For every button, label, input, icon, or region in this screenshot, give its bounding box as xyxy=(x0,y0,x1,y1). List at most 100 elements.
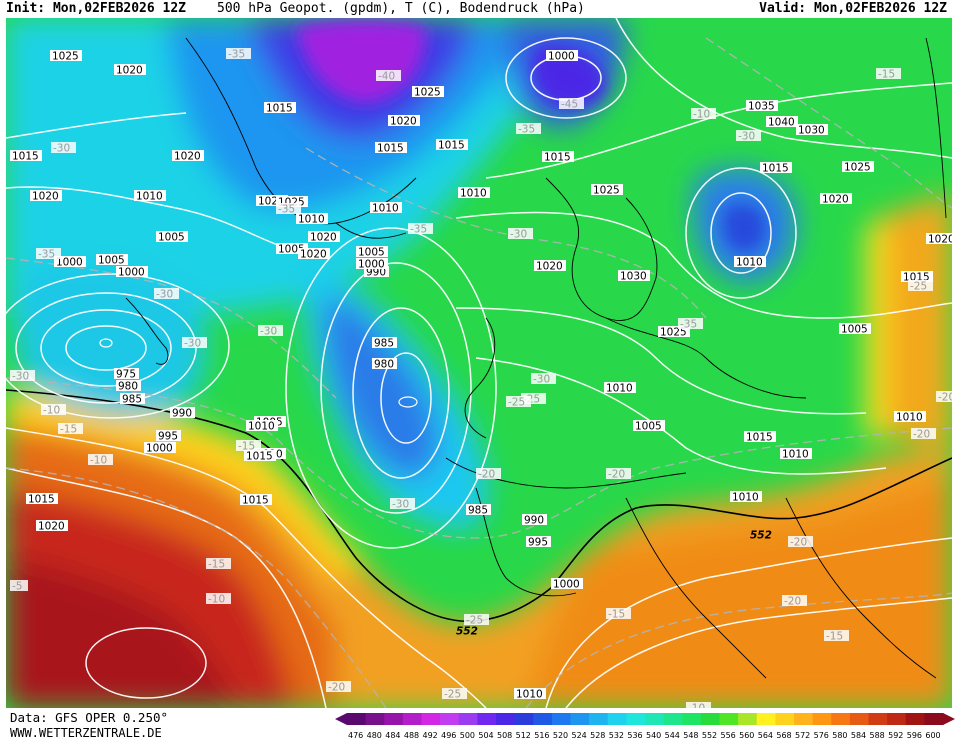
temperature-label: -20 xyxy=(788,536,813,549)
field-darkred-sw xyxy=(6,558,236,708)
legend-tick-label: 524 xyxy=(572,731,587,739)
legend-tick-label: 556 xyxy=(721,731,736,739)
pressure-label: 1010 xyxy=(246,420,278,433)
pressure-label: 1010 xyxy=(734,256,766,269)
legend-tick-label: 528 xyxy=(590,731,605,739)
legend-tick-label: 508 xyxy=(497,731,512,739)
pressure-label: 1000 xyxy=(356,258,388,271)
legend-swatch xyxy=(514,713,534,725)
svg-text:1015: 1015 xyxy=(246,451,273,463)
field-core-ne xyxy=(722,204,766,252)
field-orange-se xyxy=(526,478,952,708)
svg-text:1000: 1000 xyxy=(118,267,145,279)
valid-time: Valid: Mon,02FEB2026 12Z xyxy=(759,1,947,16)
pressure-label: 1005 xyxy=(156,231,188,244)
svg-text:985: 985 xyxy=(374,338,394,350)
svg-text:1015: 1015 xyxy=(12,151,39,163)
svg-text:1015: 1015 xyxy=(377,143,404,155)
temperature-label: -15 xyxy=(606,608,631,621)
pressure-label: 995 xyxy=(526,536,551,549)
pressure-label: 1020 xyxy=(926,233,952,246)
low-markers xyxy=(99,338,418,408)
pressure-label: 1020 xyxy=(30,190,62,203)
legend-swatch xyxy=(607,713,627,725)
legend-tick-label: 584 xyxy=(851,731,866,739)
svg-text:1010: 1010 xyxy=(136,191,163,203)
field-orange-e xyxy=(868,193,952,448)
svg-text:1010: 1010 xyxy=(782,449,809,461)
legend-swatch xyxy=(551,713,571,725)
pressure-label: 1035 xyxy=(746,100,778,113)
svg-text:-25: -25 xyxy=(444,689,461,701)
height-label: 552 xyxy=(456,626,478,638)
contour-552 xyxy=(6,389,952,622)
svg-text:1020: 1020 xyxy=(32,191,59,203)
legend-swatch xyxy=(365,713,385,725)
svg-text:-20: -20 xyxy=(608,469,625,481)
svg-text:-15: -15 xyxy=(608,609,625,621)
svg-text:1005: 1005 xyxy=(358,247,385,259)
svg-text:-20: -20 xyxy=(328,682,345,694)
svg-text:1015: 1015 xyxy=(266,103,293,115)
legend-tick-label: 504 xyxy=(478,731,493,739)
pressure-label: 1025 xyxy=(842,161,874,174)
svg-text:1020: 1020 xyxy=(174,151,201,163)
svg-text:-15: -15 xyxy=(208,559,225,571)
svg-text:1020: 1020 xyxy=(536,261,563,273)
legend-tick-label: 496 xyxy=(441,731,456,739)
svg-text:990: 990 xyxy=(366,267,386,279)
svg-text:-20: -20 xyxy=(790,537,807,549)
pressure-label: 1020 xyxy=(172,150,204,163)
svg-text:-40: -40 xyxy=(378,71,395,83)
svg-text:1010: 1010 xyxy=(460,188,487,200)
legend-tick-label: 500 xyxy=(460,731,475,739)
svg-text:-10: -10 xyxy=(693,109,710,121)
legend-tick-label: 552 xyxy=(702,731,717,739)
legend-swatch xyxy=(421,713,441,725)
temperature-label: -20 xyxy=(911,428,936,441)
pressure-label: 1015 xyxy=(26,493,58,506)
weather-map: 1025102010151020101510201010100510009959… xyxy=(6,18,952,708)
legend-tick-label: 536 xyxy=(627,731,642,739)
pressure-label: 1015 xyxy=(240,494,272,507)
svg-text:-20: -20 xyxy=(784,596,801,608)
legend-swatch xyxy=(682,713,702,725)
legend-tick-label: 516 xyxy=(534,731,549,739)
svg-text:-35: -35 xyxy=(680,319,697,331)
svg-text:-35: -35 xyxy=(278,204,295,216)
svg-text:1020: 1020 xyxy=(116,65,143,77)
svg-text:1025: 1025 xyxy=(844,162,871,174)
pressure-label: 1020 xyxy=(114,64,146,77)
legend-swatch xyxy=(533,713,553,725)
legend-swatch xyxy=(794,713,814,725)
height-label: 552 xyxy=(750,530,772,542)
svg-text:1000: 1000 xyxy=(553,579,580,591)
legend-tick-label: 520 xyxy=(553,731,568,739)
legend-swatch xyxy=(645,713,665,725)
svg-text:1010: 1010 xyxy=(516,689,543,701)
pressure-label: 1010 xyxy=(458,187,490,200)
svg-text:1020: 1020 xyxy=(38,521,65,533)
legend-swatch xyxy=(738,713,758,725)
svg-text:-35: -35 xyxy=(410,224,427,236)
temperature-label: -30 xyxy=(51,142,76,155)
pressure-label: 985 xyxy=(466,504,491,517)
legend-swatch xyxy=(719,713,739,725)
field-purple-core xyxy=(296,20,426,103)
pressure-label: 1010 xyxy=(604,382,636,395)
temperature-label: -20 xyxy=(326,681,351,694)
legend-swatch xyxy=(924,713,944,725)
temperature-label: -5 xyxy=(10,580,28,593)
temperature-label: -10 xyxy=(691,108,716,121)
svg-text:-20: -20 xyxy=(913,429,930,441)
svg-text:-15: -15 xyxy=(238,441,255,453)
pressure-label: 1030 xyxy=(618,270,650,283)
svg-text:990: 990 xyxy=(172,408,192,420)
pressure-label: 1000 xyxy=(144,442,176,455)
legend-tick-label: 480 xyxy=(367,731,382,739)
pressure-label: 1015 xyxy=(10,150,42,163)
legend-swatch xyxy=(496,713,516,725)
legend-swatch xyxy=(700,713,720,725)
temperature-label: -15 xyxy=(58,423,83,436)
pressure-label: 980 xyxy=(116,380,141,393)
